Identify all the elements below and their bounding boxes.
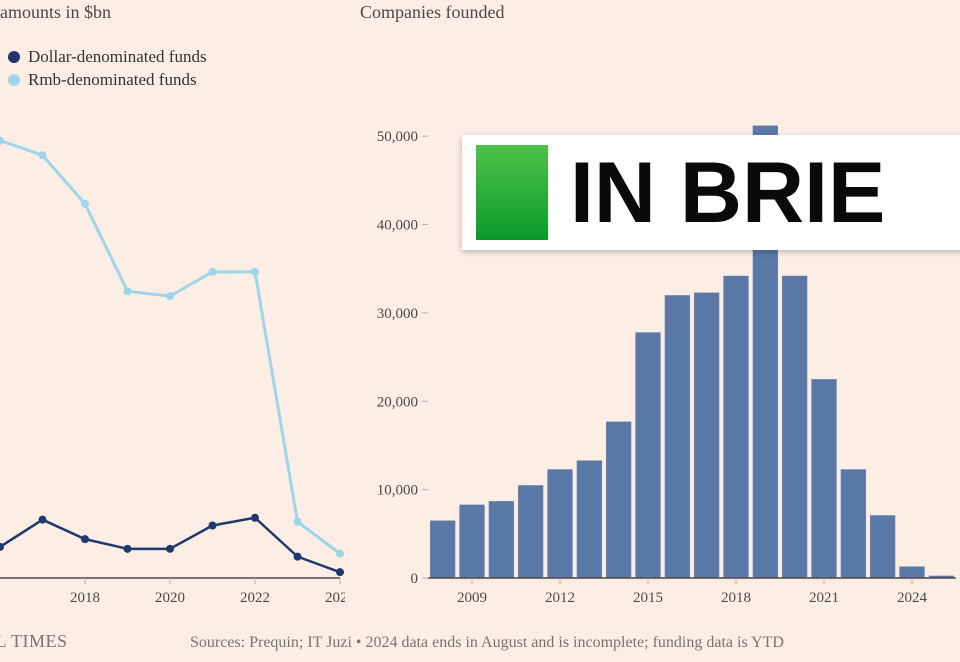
svg-text:20,000: 20,000 — [377, 394, 418, 410]
svg-text:2009: 2009 — [457, 590, 487, 605]
bar-chart: 010,00020,00030,00040,00050,000200920122… — [360, 30, 960, 600]
svg-text:2022: 2022 — [240, 590, 270, 605]
ft-brand: AL TIMES — [0, 631, 68, 652]
svg-text:2018: 2018 — [721, 590, 751, 605]
right-chart-title: Companies founded — [360, 2, 504, 23]
overlay-text: IN BRIE — [570, 150, 885, 236]
svg-text:30,000: 30,000 — [377, 306, 418, 322]
svg-text:2015: 2015 — [633, 590, 663, 605]
svg-text:2018: 2018 — [70, 590, 100, 605]
svg-text:2020: 2020 — [155, 590, 185, 605]
svg-text:40,000: 40,000 — [377, 218, 418, 234]
in-brief-overlay: IN BRIE — [462, 135, 960, 250]
overlay-accent — [476, 145, 548, 240]
svg-text:2024: 2024 — [325, 590, 345, 605]
svg-text:10,000: 10,000 — [377, 483, 418, 499]
svg-text:50,000: 50,000 — [377, 129, 418, 145]
svg-text:2024: 2024 — [897, 590, 928, 605]
svg-text:2012: 2012 — [545, 590, 575, 605]
left-chart-title: amounts in $bn — [0, 2, 111, 23]
svg-text:2021: 2021 — [809, 590, 839, 605]
line-chart: 2018202020222024 — [0, 30, 345, 600]
svg-text:0: 0 — [411, 571, 419, 587]
sources-note: Sources: Prequin; IT Juzi • 2024 data en… — [190, 634, 784, 652]
